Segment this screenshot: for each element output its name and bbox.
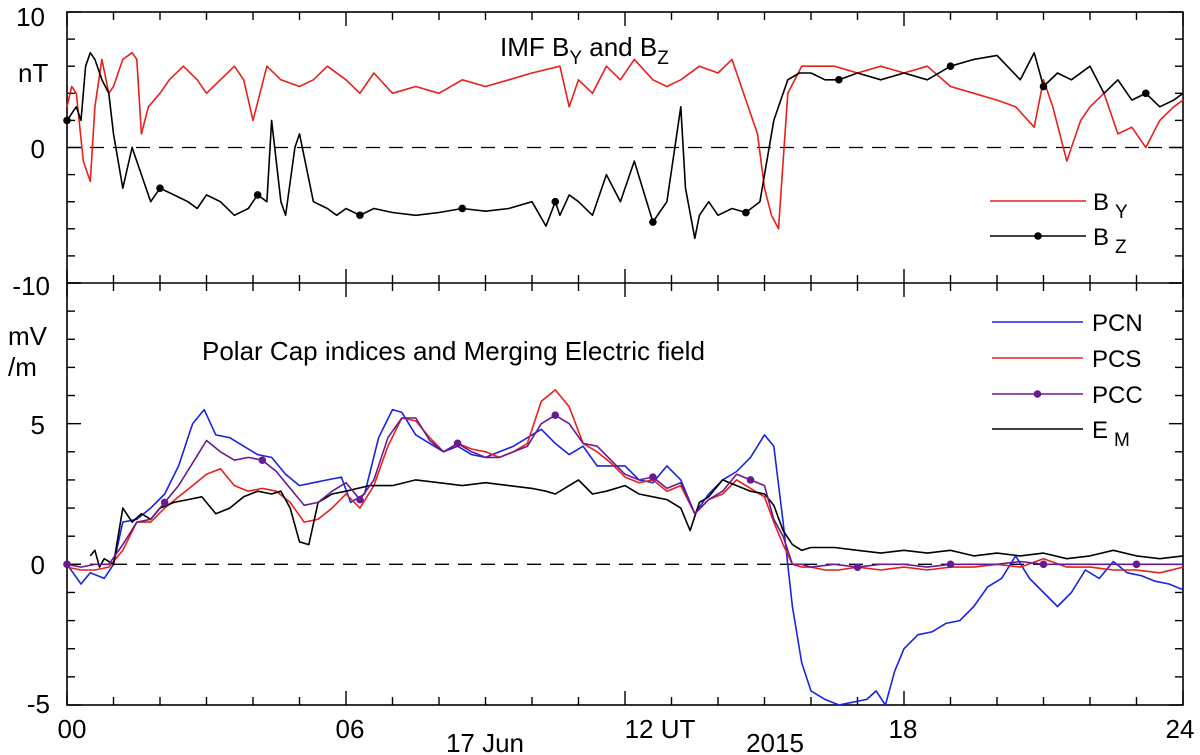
series-marker-pcc [746,476,755,484]
legend-layer: B YB Z PCN PCS PCC E M [990,189,1143,451]
xtick-label-12-ut: 12 UT [625,714,696,744]
legend-marker-pcc [1033,390,1042,398]
top-panel-ylabel: nT [18,58,48,88]
date-label-day: 17 Jun [446,728,524,755]
xtick-label-06: 06 [336,714,365,744]
series-marker-pcc [63,560,71,569]
series-marker-bz [458,204,467,213]
legend-marker-bz [1034,232,1042,240]
series-marker-pcc [946,560,955,569]
axis-ticks [66,11,1184,706]
series-marker-pcc [1132,560,1141,569]
bottom-ytick-label-neg5: -5 [27,689,50,719]
series-line-em [89,479,1184,568]
series-marker-bz [946,62,955,70]
bottom-panel-ylabel-line2: /m [8,352,37,382]
series-marker-pcc [453,439,462,448]
bottom-ytick-label-0: 0 [31,550,45,580]
legend-label-pcs: PCS [1092,346,1141,373]
series-marker-bz [156,184,164,192]
series-marker-pcc [356,495,364,504]
series-marker-bz [1142,89,1150,98]
series-marker-bz [356,211,364,220]
top-ytick-label-neg10: -10 [12,271,50,301]
top-ytick-label-0: 0 [31,134,45,164]
xtick-label-18: 18 [889,714,918,744]
series-marker-bz [551,197,560,206]
series-layer [63,51,1184,706]
series-marker-bz [253,191,262,199]
series-marker-pcc [1039,560,1048,569]
legend-label-pcn: PCN [1092,310,1143,337]
series-marker-bz [649,218,657,226]
series-line-pcn [66,408,1184,706]
series-line-pcc [66,414,1183,568]
series-marker-bz [835,75,843,84]
series-marker-pcc [649,473,657,481]
series-marker-bz [1039,82,1048,91]
series-marker-pcc [853,563,862,571]
series-marker-bz [742,208,750,217]
xtick-label-00: 00 [58,714,87,744]
xtick-label-24: 24 [1166,714,1195,744]
top-ytick-label-10: 10 [16,2,45,32]
bottom-panel-ylabel-line1: mV [8,321,48,351]
series-marker-pcc [160,498,169,507]
legend-label-pcc: PCC [1092,382,1143,409]
series-line-bz [66,51,1184,240]
series-line-pcs [66,389,1184,574]
series-marker-pcc [258,456,267,465]
bottom-panel-title: Polar Cap indices and Merging Electric f… [202,336,705,366]
series-marker-bz [63,116,71,125]
bottom-ytick-label-5: 5 [31,410,45,440]
date-label-year: 2015 [746,728,804,755]
series-line-by [66,51,1184,230]
series-marker-pcc [551,411,560,420]
top-panel-title: IMF BY and BZ [500,32,669,69]
